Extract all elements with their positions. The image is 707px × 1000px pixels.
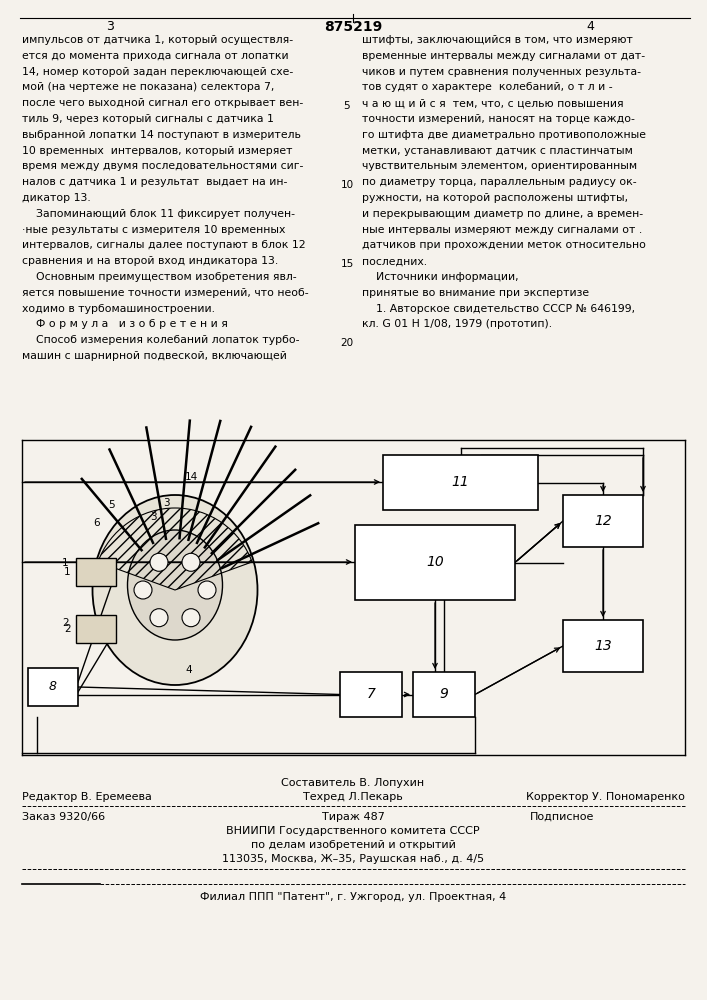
Text: машин с шарнирной подвеской, включающей: машин с шарнирной подвеской, включающей bbox=[22, 351, 287, 361]
Circle shape bbox=[150, 553, 168, 571]
Text: 5: 5 bbox=[108, 500, 115, 510]
Text: тиль 9, через который сигналы с датчика 1: тиль 9, через который сигналы с датчика … bbox=[22, 114, 274, 124]
Text: выбранной лопатки 14 поступают в измеритель: выбранной лопатки 14 поступают в измерит… bbox=[22, 130, 301, 140]
Text: Составитель В. Лопухин: Составитель В. Лопухин bbox=[281, 778, 425, 788]
Bar bbox=[383, 455, 538, 510]
Text: сравнения и на второй вход индикатора 13.: сравнения и на второй вход индикатора 13… bbox=[22, 256, 279, 266]
Text: 20: 20 bbox=[341, 338, 354, 348]
Text: 875219: 875219 bbox=[324, 20, 382, 34]
Text: 6: 6 bbox=[93, 518, 100, 528]
Text: 11: 11 bbox=[452, 476, 469, 489]
Text: импульсов от датчика 1, который осуществля-: импульсов от датчика 1, который осуществ… bbox=[22, 35, 293, 45]
Text: 10 временных  интервалов, который измеряет: 10 временных интервалов, который измеряе… bbox=[22, 146, 293, 156]
Bar bbox=[563, 495, 643, 547]
Text: 8: 8 bbox=[49, 680, 57, 694]
Text: и перекрывающим диаметр по длине, а времен-: и перекрывающим диаметр по длине, а врем… bbox=[362, 209, 643, 219]
Text: штифты, заключающийся в том, что измеряют: штифты, заключающийся в том, что измеряю… bbox=[362, 35, 633, 45]
Circle shape bbox=[182, 609, 200, 627]
Text: 4: 4 bbox=[185, 665, 192, 675]
Text: Тираж 487: Тираж 487 bbox=[322, 812, 385, 822]
Text: по диаметру торца, параллельным радиусу ок-: по диаметру торца, параллельным радиусу … bbox=[362, 177, 636, 187]
Bar bbox=[340, 672, 402, 717]
Text: по делам изобретений и открытий: по делам изобретений и открытий bbox=[250, 840, 455, 850]
Text: кл. G 01 H 1/08, 1979 (прототип).: кл. G 01 H 1/08, 1979 (прототип). bbox=[362, 319, 552, 329]
Text: датчиков при прохождении меток относительно: датчиков при прохождении меток относител… bbox=[362, 240, 646, 250]
Text: ходимо в турбомашиностроении.: ходимо в турбомашиностроении. bbox=[22, 304, 215, 314]
Text: Запоминающий блок 11 фиксирует получен-: Запоминающий блок 11 фиксирует получен- bbox=[22, 209, 295, 219]
Text: 9: 9 bbox=[440, 688, 448, 702]
Text: 12: 12 bbox=[594, 514, 612, 528]
Bar bbox=[76, 558, 116, 586]
Text: 14, номер которой задан переключающей схе-: 14, номер которой задан переключающей сх… bbox=[22, 67, 293, 77]
Text: метки, устанавливают датчик с пластинчатым: метки, устанавливают датчик с пластинчат… bbox=[362, 146, 633, 156]
Text: ружности, на которой расположены штифты,: ружности, на которой расположены штифты, bbox=[362, 193, 628, 203]
Bar bbox=[413, 672, 475, 717]
Text: ВНИИПИ Государственного комитета СССР: ВНИИПИ Государственного комитета СССР bbox=[226, 826, 480, 836]
Text: 113035, Москва, Ж–35, Раушская наб., д. 4/5: 113035, Москва, Ж–35, Раушская наб., д. … bbox=[222, 854, 484, 864]
Text: мой (на чертеже не показана) селектора 7,: мой (на чертеже не показана) селектора 7… bbox=[22, 82, 274, 92]
Text: тов судят о характере  колебаний, о т л и -: тов судят о характере колебаний, о т л и… bbox=[362, 82, 613, 92]
Text: принятые во внимание при экспертизе: принятые во внимание при экспертизе bbox=[362, 288, 589, 298]
Text: Техред Л.Пекарь: Техред Л.Пекарь bbox=[303, 792, 403, 802]
Text: интервалов, сигналы далее поступают в блок 12: интервалов, сигналы далее поступают в бл… bbox=[22, 240, 305, 250]
Text: ные интервалы измеряют между сигналами от .: ные интервалы измеряют между сигналами о… bbox=[362, 225, 642, 235]
Bar bbox=[563, 620, 643, 672]
Text: 4: 4 bbox=[586, 20, 594, 33]
Text: яется повышение точности измерений, что необ-: яется повышение точности измерений, что … bbox=[22, 288, 309, 298]
Text: чиков и путем сравнения полученных результа-: чиков и путем сравнения полученных резул… bbox=[362, 67, 641, 77]
Text: налов с датчика 1 и результат  выдает на ин-: налов с датчика 1 и результат выдает на … bbox=[22, 177, 287, 187]
Ellipse shape bbox=[127, 530, 223, 640]
Text: последних.: последних. bbox=[362, 256, 427, 266]
Text: дикатор 13.: дикатор 13. bbox=[22, 193, 90, 203]
Text: Основным преимуществом изобретения явл-: Основным преимуществом изобретения явл- bbox=[22, 272, 297, 282]
Text: Источники информации,: Источники информации, bbox=[362, 272, 519, 282]
Text: го штифта две диаметрально противоположные: го штифта две диаметрально противоположн… bbox=[362, 130, 646, 140]
Text: 1: 1 bbox=[64, 567, 71, 577]
Text: Редактор В. Еремеева: Редактор В. Еремеева bbox=[22, 792, 152, 802]
Circle shape bbox=[198, 581, 216, 599]
Bar bbox=[355, 525, 515, 600]
Text: 7: 7 bbox=[366, 688, 375, 702]
Text: Заказ 9320/66: Заказ 9320/66 bbox=[22, 812, 105, 822]
Text: 3: 3 bbox=[106, 20, 114, 33]
Bar bbox=[76, 615, 116, 643]
Text: ч а ю щ и й с я  тем, что, с целью повышения: ч а ю щ и й с я тем, что, с целью повыше… bbox=[362, 98, 624, 108]
Text: Подписное: Подписное bbox=[530, 812, 595, 822]
Text: 15: 15 bbox=[340, 259, 354, 269]
Text: 1: 1 bbox=[62, 558, 69, 568]
Circle shape bbox=[150, 609, 168, 627]
Text: временные интервалы между сигналами от дат-: временные интервалы между сигналами от д… bbox=[362, 51, 645, 61]
Text: 2: 2 bbox=[62, 618, 69, 628]
Text: Ф о р м у л а   и з о б р е т е н и я: Ф о р м у л а и з о б р е т е н и я bbox=[22, 319, 228, 329]
Text: 13: 13 bbox=[594, 639, 612, 653]
Text: точности измерений, наносят на торце каждо-: точности измерений, наносят на торце каж… bbox=[362, 114, 635, 124]
Text: 3: 3 bbox=[163, 498, 170, 508]
Circle shape bbox=[182, 553, 200, 571]
Text: Корректор У. Пономаренко: Корректор У. Пономаренко bbox=[526, 792, 685, 802]
Text: Способ измерения колебаний лопаток турбо-: Способ измерения колебаний лопаток турбо… bbox=[22, 335, 300, 345]
Text: 2: 2 bbox=[64, 624, 71, 634]
Text: 14: 14 bbox=[185, 472, 198, 482]
Text: 10: 10 bbox=[426, 556, 444, 570]
Text: 3: 3 bbox=[150, 512, 157, 522]
Text: после чего выходной сигнал его открывает вен-: после чего выходной сигнал его открывает… bbox=[22, 98, 303, 108]
Text: 1. Авторское свидетельство СССР № 646199,: 1. Авторское свидетельство СССР № 646199… bbox=[362, 304, 635, 314]
Ellipse shape bbox=[93, 495, 257, 685]
Text: время между двумя последовательностями сиг-: время между двумя последовательностями с… bbox=[22, 161, 303, 171]
Text: ется до момента прихода сигнала от лопатки: ется до момента прихода сигнала от лопат… bbox=[22, 51, 288, 61]
Text: 5: 5 bbox=[344, 101, 350, 111]
Text: чувствительным элементом, ориентированным: чувствительным элементом, ориентированны… bbox=[362, 161, 637, 171]
Text: 10: 10 bbox=[341, 180, 354, 190]
Text: ·ные результаты с измерителя 10 временных: ·ные результаты с измерителя 10 временны… bbox=[22, 225, 286, 235]
Bar bbox=[28, 668, 78, 706]
Circle shape bbox=[134, 581, 152, 599]
Text: Филиал ППП "Патент", г. Ужгород, ул. Проектная, 4: Филиал ППП "Патент", г. Ужгород, ул. Про… bbox=[200, 892, 506, 902]
